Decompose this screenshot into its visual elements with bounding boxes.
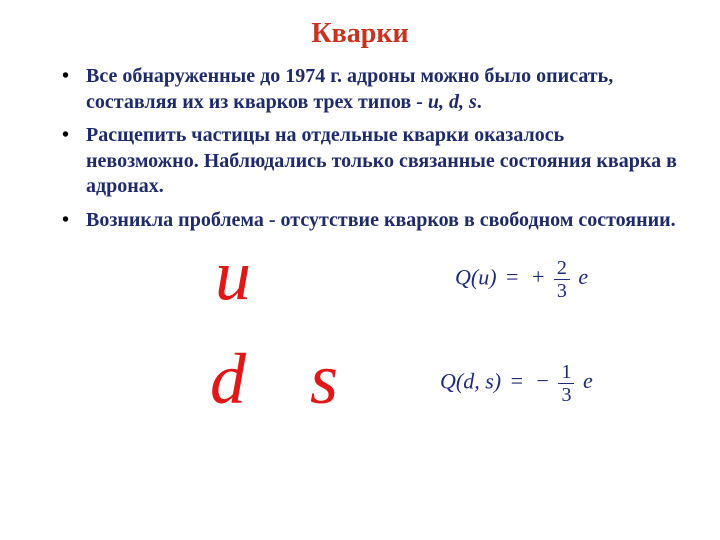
eq-equals: = [507,368,527,393]
eq-lhs: Q(u) [455,264,497,289]
slide: Кварки Все обнаруженные до 1974 г. адрон… [0,0,720,540]
bullet-text: Возникла проблема - отсутствие кварков в… [86,209,676,231]
symbol-u: u [215,234,251,317]
bullet-text: Все обнаруженные до 1974 г. адроны можно… [86,65,613,113]
page-title: Кварки [40,18,680,50]
eq-equals: = [502,264,522,289]
math-zone: u d s Q(u) = + 2 3 e Q(d, s) = − 1 3 [40,242,680,462]
eq-fraction: 2 3 [554,258,570,301]
bullet-text-post: . [477,91,482,113]
eq-rhs: e [580,368,593,393]
eq-lhs: Q(d, s) [440,368,501,393]
bullet-item: Возникла проблема - отсутствие кварков в… [70,208,680,234]
eq-numerator: 2 [554,258,570,278]
eq-rhs: e [575,264,588,289]
equation-u-charge: Q(u) = + 2 3 e [455,258,588,301]
eq-denominator: 3 [558,385,574,405]
symbol-s: s [310,338,338,421]
eq-numerator: 1 [558,362,574,382]
eq-sign: + [528,264,548,289]
eq-fraction: 1 3 [558,362,574,405]
bullet-list: Все обнаруженные до 1974 г. адроны можно… [40,64,680,234]
bullet-item: Расщепить частицы на отдельные кварки ок… [70,123,680,200]
equation-ds-charge: Q(d, s) = − 1 3 e [440,362,593,405]
bullet-text: Расщепить частицы на отдельные кварки ок… [86,124,677,197]
symbol-d: d [210,338,246,421]
eq-denominator: 3 [554,281,570,301]
bullet-italic: u, d, s [428,91,477,113]
eq-sign: − [533,368,553,393]
bullet-item: Все обнаруженные до 1974 г. адроны можно… [70,64,680,115]
